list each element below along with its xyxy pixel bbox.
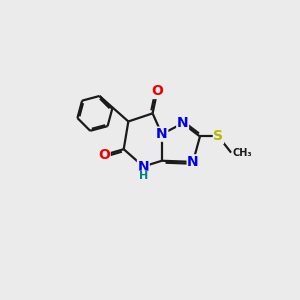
Text: N: N <box>187 155 199 169</box>
Text: H: H <box>139 171 148 181</box>
Text: CH₃: CH₃ <box>232 148 252 158</box>
Text: N: N <box>177 116 188 130</box>
Text: O: O <box>98 148 110 162</box>
Text: O: O <box>151 84 163 98</box>
Text: S: S <box>213 130 224 143</box>
Text: N: N <box>156 127 168 141</box>
Text: N: N <box>137 160 149 173</box>
